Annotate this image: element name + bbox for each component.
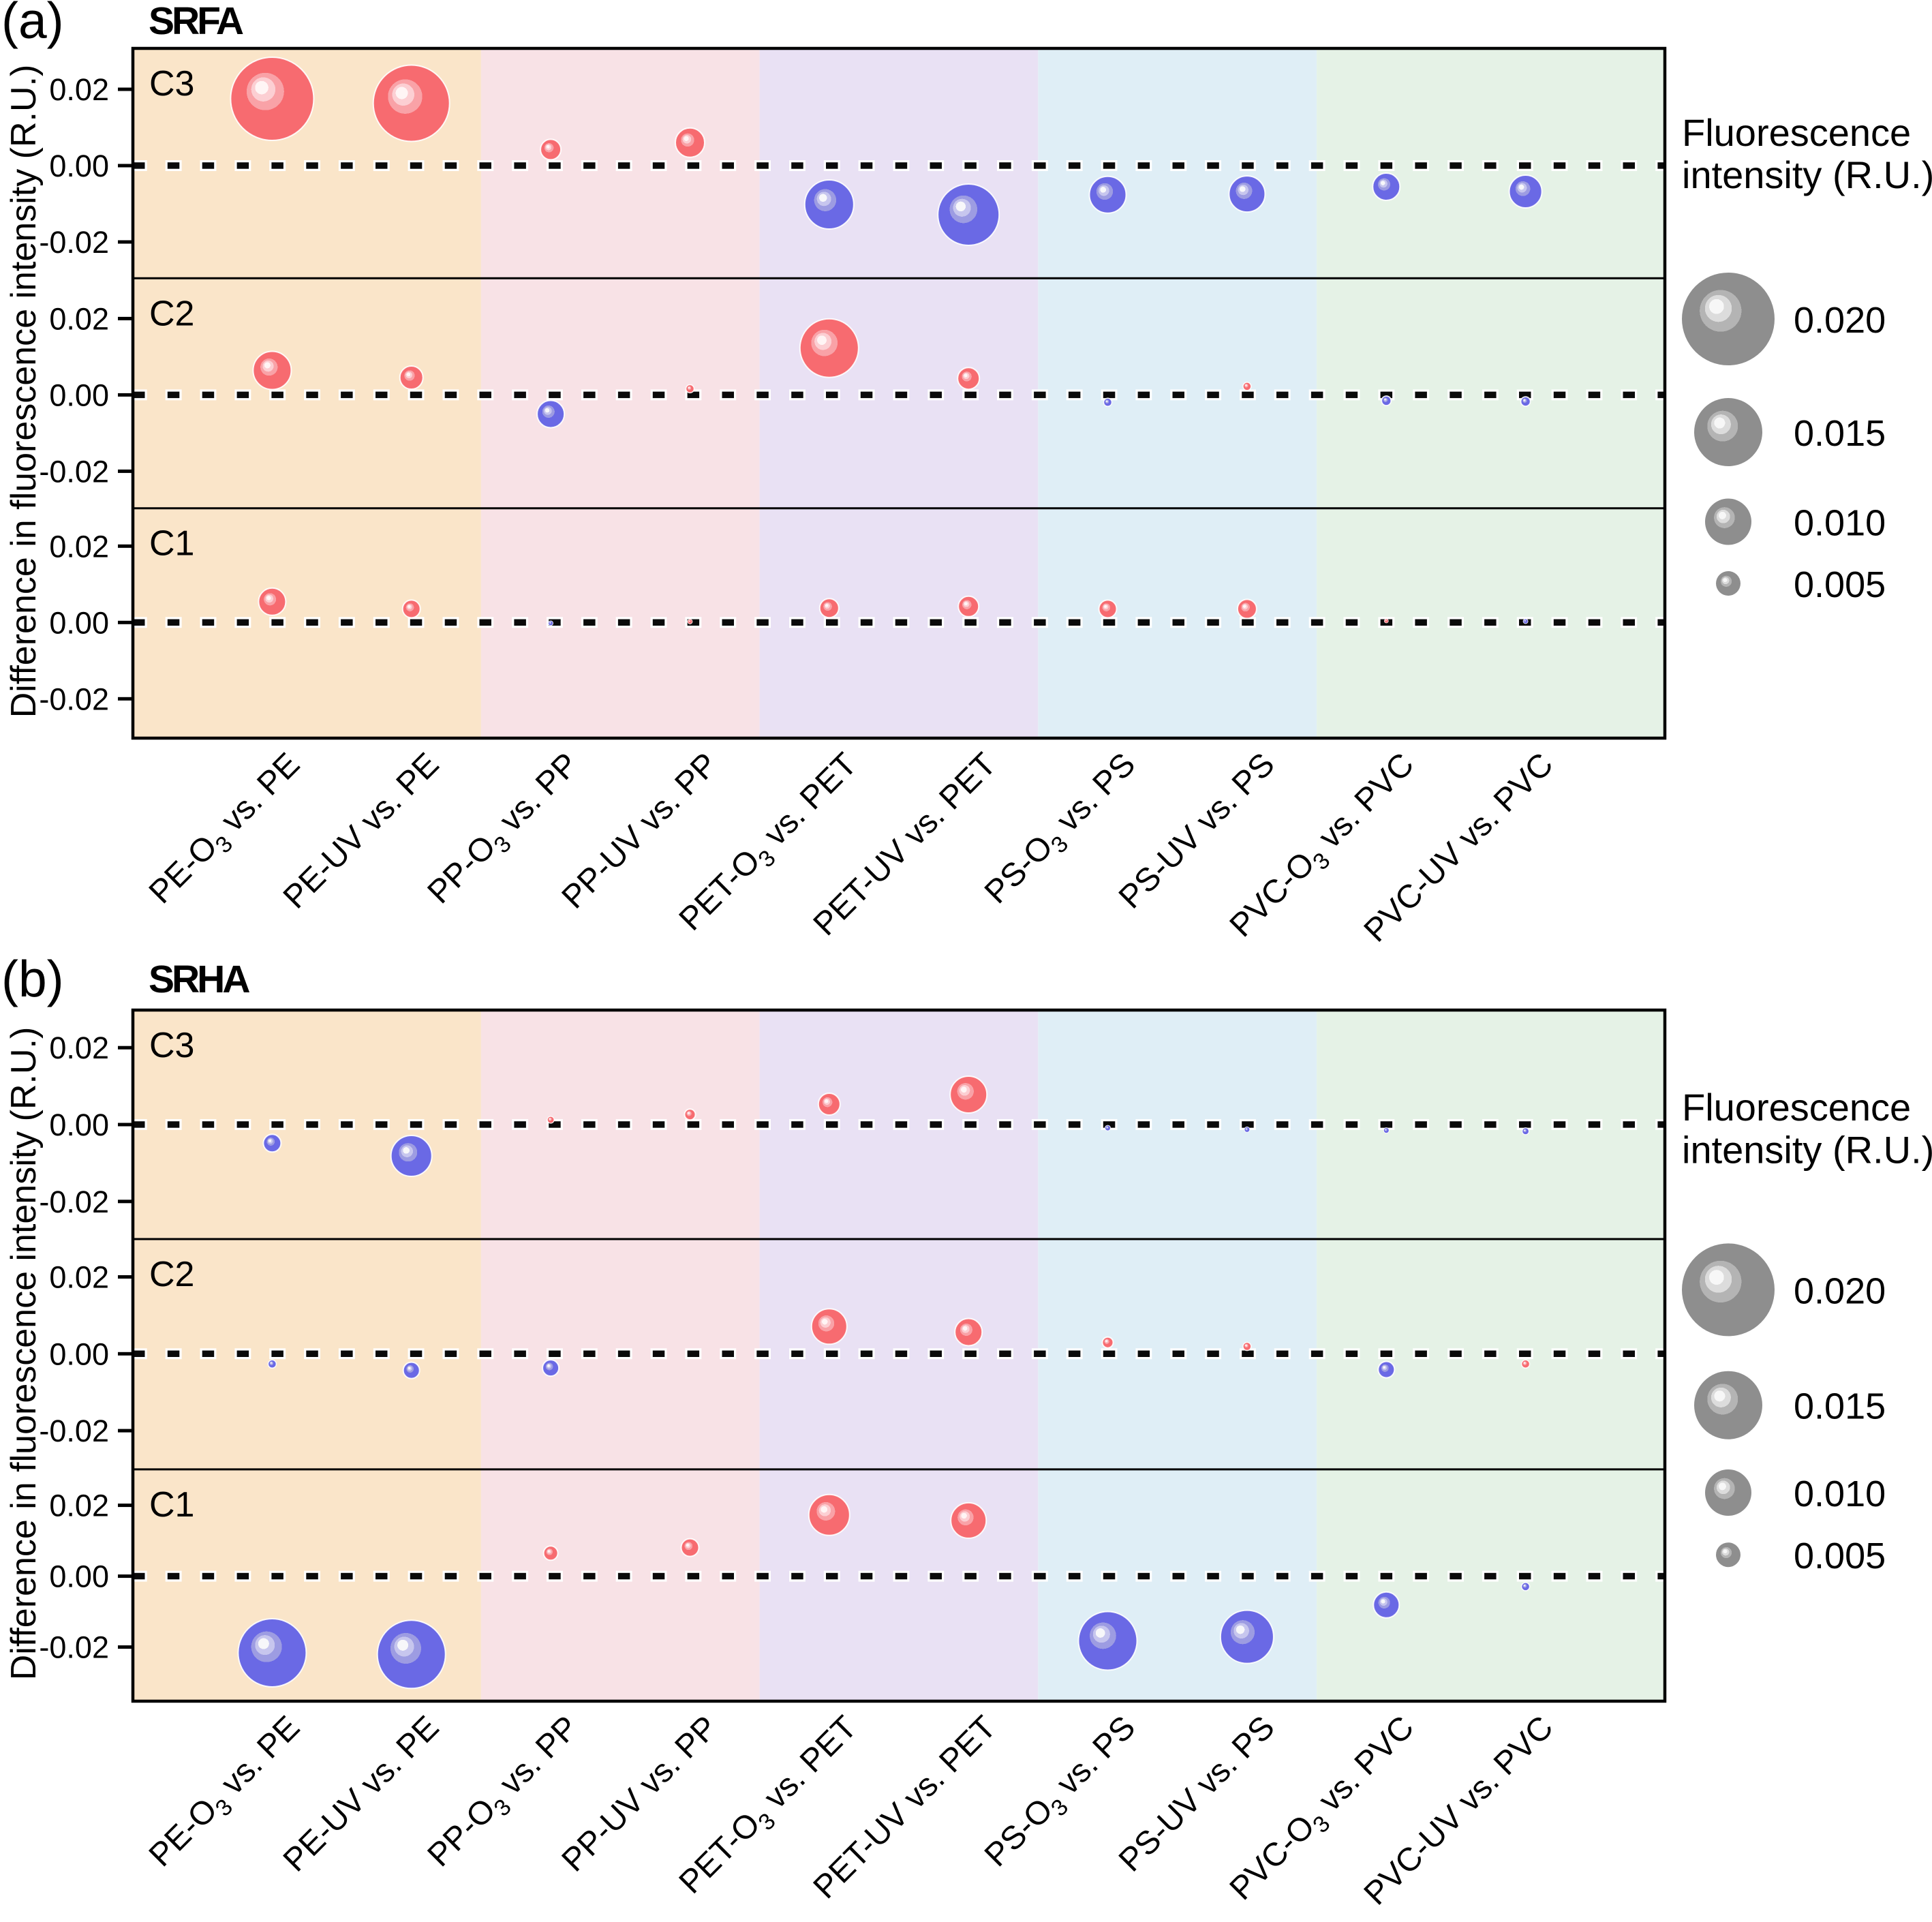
svg-text:0.010: 0.010 <box>1794 1474 1886 1514</box>
svg-text:-0.02: -0.02 <box>39 1630 109 1665</box>
svg-text:Fluorescence: Fluorescence <box>1682 111 1911 154</box>
svg-text:0.02: 0.02 <box>49 1489 109 1523</box>
svg-text:0.02: 0.02 <box>49 1260 109 1295</box>
svg-text:C3: C3 <box>149 64 194 104</box>
svg-text:SRFA: SRFA <box>149 0 243 43</box>
svg-text:-0.02: -0.02 <box>39 225 109 260</box>
svg-text:0.010: 0.010 <box>1794 503 1886 544</box>
svg-text:0.00: 0.00 <box>49 1337 109 1371</box>
svg-text:-0.02: -0.02 <box>39 1185 109 1219</box>
svg-text:0.00: 0.00 <box>49 1559 109 1594</box>
svg-text:(b): (b) <box>1 950 64 1007</box>
svg-text:C2: C2 <box>149 1255 194 1294</box>
svg-text:0.02: 0.02 <box>49 529 109 564</box>
svg-text:-0.02: -0.02 <box>39 682 109 716</box>
svg-text:0.00: 0.00 <box>49 149 109 183</box>
svg-text:C3: C3 <box>149 1026 194 1065</box>
svg-text:0.00: 0.00 <box>49 605 109 640</box>
svg-text:0.00: 0.00 <box>49 1108 109 1142</box>
svg-text:-0.02: -0.02 <box>39 454 109 489</box>
svg-text:0.02: 0.02 <box>49 72 109 107</box>
svg-text:Fluorescence: Fluorescence <box>1682 1086 1911 1129</box>
svg-text:C1: C1 <box>149 1485 194 1525</box>
svg-text:Difference in fluorescence int: Difference in fluorescence intensity (R.… <box>4 1027 44 1681</box>
svg-text:Difference in fluorescence int: Difference in fluorescence intensity (R.… <box>4 65 44 718</box>
svg-text:0.015: 0.015 <box>1794 413 1886 454</box>
svg-text:0.02: 0.02 <box>49 1031 109 1065</box>
svg-text:(a): (a) <box>1 0 64 49</box>
svg-text:SRHA: SRHA <box>149 958 249 1001</box>
svg-text:-0.02: -0.02 <box>39 1414 109 1448</box>
svg-text:0.005: 0.005 <box>1794 564 1886 605</box>
svg-text:0.015: 0.015 <box>1794 1386 1886 1427</box>
svg-text:0.00: 0.00 <box>49 378 109 412</box>
svg-text:intensity (R.U.): intensity (R.U.) <box>1682 1129 1932 1172</box>
svg-text:intensity (R.U.): intensity (R.U.) <box>1682 153 1932 196</box>
svg-text:0.02: 0.02 <box>49 301 109 336</box>
svg-text:C1: C1 <box>149 524 194 564</box>
svg-text:C2: C2 <box>149 294 194 333</box>
svg-text:0.005: 0.005 <box>1794 1536 1886 1576</box>
svg-text:0.020: 0.020 <box>1794 300 1886 341</box>
svg-text:0.020: 0.020 <box>1794 1270 1886 1311</box>
